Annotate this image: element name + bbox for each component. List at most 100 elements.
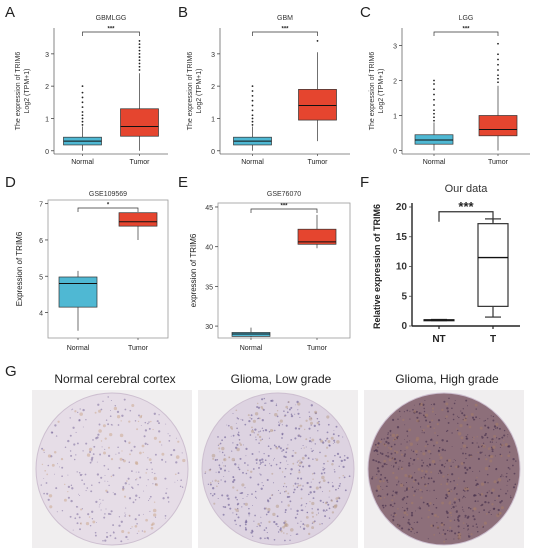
cell-nucleus (496, 481, 499, 484)
stain-speck (249, 417, 251, 419)
stain-speck (209, 482, 212, 484)
cell-nucleus (117, 446, 119, 449)
outlier-point (433, 79, 435, 82)
cell-nucleus (410, 511, 414, 514)
cell-nucleus (472, 436, 474, 438)
cell-nucleus (122, 485, 125, 488)
cell-nucleus (251, 530, 254, 533)
cell-nucleus (324, 467, 326, 470)
cell-nucleus (232, 434, 235, 437)
stain-speck (311, 501, 315, 506)
cell-nucleus (105, 419, 108, 421)
stain-speck (460, 462, 464, 465)
stain-speck (394, 437, 397, 440)
cell-nucleus (407, 528, 410, 531)
cell-nucleus (164, 515, 167, 517)
stain-speck (450, 514, 453, 517)
stain-speck (279, 419, 283, 423)
stain-speck (145, 472, 147, 474)
cell-nucleus (480, 504, 482, 507)
cell-nucleus (265, 527, 268, 529)
cell-nucleus (406, 435, 409, 437)
cell-nucleus (394, 461, 398, 464)
stain-speck (409, 442, 413, 446)
stain-speck (480, 482, 485, 486)
outlier-point (81, 117, 84, 120)
cell-nucleus (496, 427, 499, 429)
cell-nucleus (104, 513, 106, 515)
y-tick-label: 2 (45, 84, 49, 91)
cell-nucleus (124, 512, 126, 514)
cell-nucleus (290, 406, 293, 409)
cell-nucleus (468, 535, 471, 538)
cell-nucleus (324, 439, 327, 442)
cell-nucleus (484, 419, 487, 422)
stain-speck (376, 444, 379, 447)
cell-nucleus (409, 440, 411, 442)
cell-nucleus (135, 471, 137, 473)
cell-nucleus (260, 474, 262, 476)
stain-speck (419, 403, 423, 407)
cell-nucleus (374, 460, 376, 462)
stain-speck (282, 525, 285, 529)
cell-nucleus (451, 473, 454, 476)
cell-nucleus (467, 405, 468, 407)
cell-nucleus (295, 533, 298, 536)
cell-nucleus (82, 450, 84, 452)
cell-nucleus (453, 479, 455, 482)
cell-nucleus (256, 525, 258, 528)
cell-nucleus (270, 464, 273, 467)
stain-speck (388, 446, 390, 449)
cell-nucleus (79, 473, 83, 477)
cell-nucleus (246, 496, 248, 498)
cell-nucleus (417, 507, 419, 509)
cell-nucleus (456, 429, 459, 432)
cell-nucleus (386, 436, 389, 440)
outlier-point (497, 77, 499, 80)
cell-nucleus (453, 519, 456, 521)
y-axis-label: expression of TRIM6 (189, 233, 198, 307)
cell-nucleus (264, 537, 266, 540)
cell-nucleus (332, 459, 335, 463)
cell-nucleus (224, 465, 227, 467)
cell-nucleus (410, 514, 414, 517)
stain-speck (476, 476, 478, 479)
cell-nucleus (446, 516, 449, 519)
cell-nucleus (258, 466, 260, 469)
stain-speck (326, 460, 329, 463)
chart-title: GSE76070 (267, 191, 301, 198)
cell-nucleus (245, 455, 247, 457)
stain-speck (424, 484, 427, 487)
cell-nucleus (310, 481, 312, 483)
cell-nucleus (429, 421, 431, 424)
cell-nucleus (308, 493, 310, 496)
stain-speck (128, 514, 131, 517)
cell-nucleus (507, 480, 509, 482)
cell-nucleus (112, 531, 115, 534)
stain-speck (439, 456, 443, 460)
cell-nucleus (421, 464, 424, 467)
y-tick-label: 2 (211, 84, 215, 91)
cell-nucleus (393, 465, 395, 467)
cell-nucleus (380, 462, 382, 464)
cell-nucleus (423, 407, 425, 410)
cell-nucleus (496, 437, 498, 439)
cell-nucleus (226, 424, 228, 426)
stain-speck (342, 474, 345, 477)
cell-nucleus (81, 473, 83, 475)
y-tick-label: 20 (396, 202, 408, 213)
cell-nucleus (499, 453, 502, 456)
cell-nucleus (92, 453, 95, 455)
cell-nucleus (252, 535, 254, 537)
cell-nucleus (465, 435, 468, 438)
stain-speck (465, 415, 468, 418)
cell-nucleus (82, 426, 84, 428)
box-tumor (120, 108, 159, 137)
stain-speck (470, 533, 473, 536)
stain-speck (460, 436, 464, 440)
cell-nucleus (501, 474, 503, 476)
cell-nucleus (110, 399, 112, 402)
cell-nucleus (121, 414, 124, 417)
stain-speck (120, 420, 122, 422)
cell-nucleus (299, 435, 302, 438)
